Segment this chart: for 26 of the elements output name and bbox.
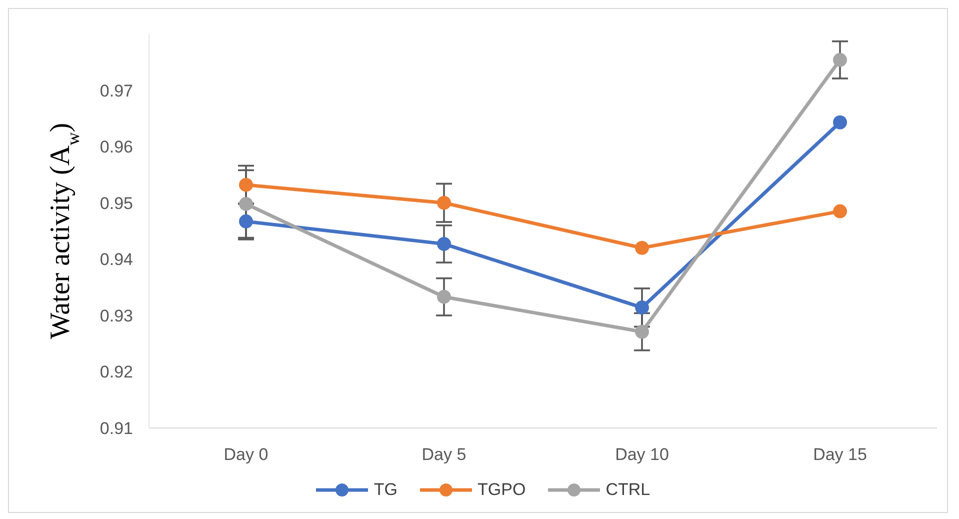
x-tick-label: Day 0	[224, 445, 268, 464]
x-tick-label: Day 15	[813, 445, 867, 464]
point	[833, 204, 847, 218]
point	[239, 178, 253, 192]
point	[437, 196, 451, 210]
point	[833, 52, 847, 67]
point	[437, 236, 451, 251]
point	[239, 214, 253, 228]
point	[635, 240, 649, 255]
point	[635, 324, 649, 339]
x-tick-label: Day 5	[422, 445, 466, 464]
point	[833, 115, 847, 130]
y-tick-label: 0.95	[100, 194, 133, 213]
point	[437, 290, 451, 304]
y-tick-label: 0.97	[100, 81, 133, 100]
point	[239, 196, 253, 211]
y-tick-label: 0.91	[100, 419, 133, 438]
point	[635, 300, 649, 315]
legend-label: TG	[374, 480, 398, 500]
y-tick-label: 0.94	[100, 250, 133, 270]
legend-label: TGPO	[478, 480, 526, 500]
y-tick-label: 0.96	[100, 138, 133, 157]
y-tick-label: 0.93	[100, 306, 133, 326]
x-tick-label: Day 10	[615, 445, 669, 464]
y-tick-label: 0.92	[100, 362, 133, 382]
legend-label: CTRL	[606, 480, 650, 500]
